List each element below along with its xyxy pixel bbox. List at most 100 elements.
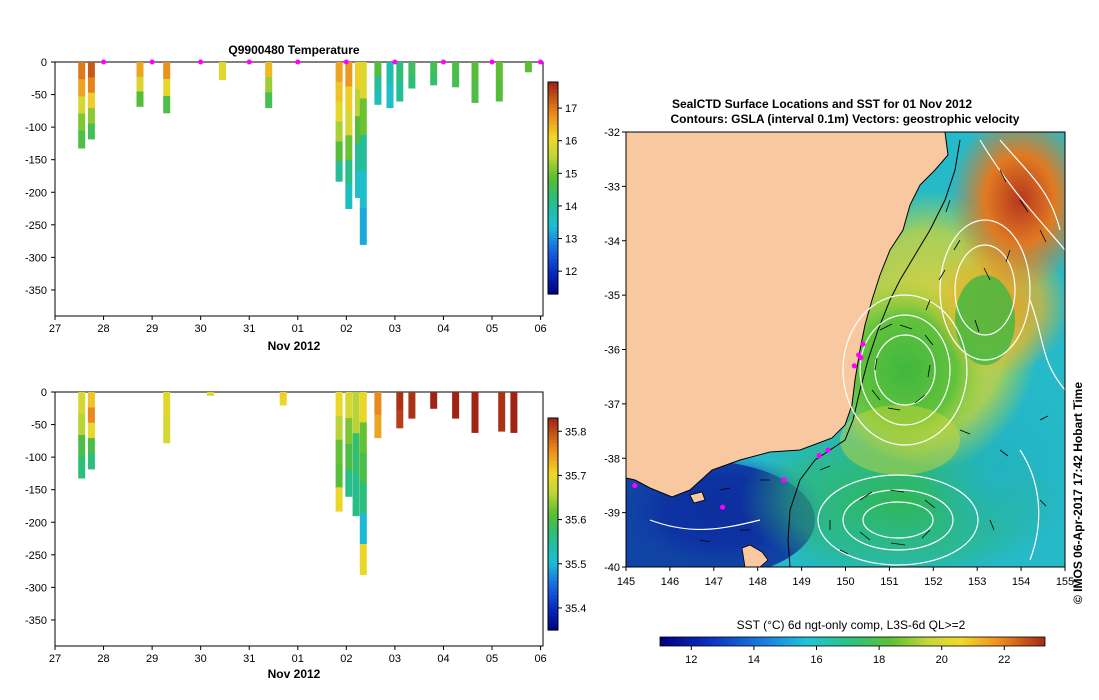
- colorbar-step: [548, 615, 558, 620]
- colorbar-step: [548, 255, 558, 260]
- profile-segment: [335, 463, 343, 488]
- profile-segment: [163, 392, 171, 418]
- profile-segment: [87, 92, 95, 109]
- profile-segment: [78, 62, 86, 80]
- profile-segment: [136, 76, 144, 93]
- profile-segment: [335, 439, 343, 464]
- geostrophic-vectors: [699, 169, 1049, 555]
- colorbar-step: [548, 531, 558, 536]
- profile-10: [396, 392, 404, 429]
- x-tick-label: 01: [292, 653, 304, 665]
- colorbar-step: [548, 283, 558, 288]
- profile-segment: [279, 392, 287, 399]
- x-tick-label: 29: [146, 323, 158, 335]
- colorbar-step: [548, 456, 558, 461]
- colorbar-tick-label: 12: [565, 266, 577, 278]
- y-tick-label: -350: [25, 285, 47, 297]
- sst-colorbar-tick-label: 22: [998, 654, 1010, 666]
- profile-7: [352, 392, 360, 517]
- profile-marker: [538, 59, 544, 65]
- profile-15: [452, 62, 460, 88]
- profile-segment: [136, 91, 144, 107]
- profile-segment: [374, 76, 382, 91]
- colorbar-step: [548, 467, 558, 472]
- profile-segment: [78, 113, 86, 132]
- colorbar-tick-label: 35.6: [565, 515, 586, 527]
- map-y-tick-label: -39: [604, 508, 620, 520]
- temperature-xlabel: Nov 2012: [268, 339, 321, 353]
- colorbar-step: [548, 85, 558, 90]
- profile-marker: [392, 59, 398, 65]
- colorbar-step: [548, 262, 558, 267]
- x-tick-label: 04: [437, 653, 449, 665]
- temperature-profile-markers: [101, 59, 544, 65]
- colorbar-step: [548, 180, 558, 185]
- y-tick-label: -50: [31, 90, 47, 102]
- profile-segment: [78, 79, 86, 97]
- profile-segment: [78, 130, 86, 149]
- profile-segment: [163, 417, 171, 444]
- profile-6: [335, 62, 343, 182]
- profile-segment: [396, 409, 404, 429]
- colorbar-step: [548, 481, 558, 486]
- y-tick-label: -200: [25, 517, 47, 529]
- profile-segment: [345, 184, 353, 209]
- profile-16: [510, 392, 518, 433]
- colorbar-step: [548, 279, 558, 284]
- profile-segment: [471, 392, 479, 433]
- colorbar-step: [548, 439, 558, 444]
- seal-location-dot: [781, 477, 787, 483]
- x-tick-label: 30: [195, 323, 207, 335]
- profile-segment: [78, 413, 86, 436]
- profile-5: [265, 62, 273, 109]
- colorbar-step: [548, 156, 558, 161]
- colorbar-tick-label: 35.5: [565, 559, 586, 571]
- colorbar-tick-label: 14: [565, 201, 577, 213]
- colorbar-step: [548, 541, 558, 546]
- imos-side-label: © IMOS 06-Apr-2017 17:42 Hobart Time: [1071, 382, 1085, 604]
- y-tick-label: -150: [25, 485, 47, 497]
- profile-marker: [101, 59, 107, 65]
- colorbar-step: [548, 166, 558, 171]
- colorbar-step: [548, 584, 558, 589]
- temperature-panel: Q9900480 Temperature 0 -50 -100 -150 -200 -25…: [25, 43, 577, 353]
- colorbar-step: [548, 601, 558, 606]
- profile-segment: [78, 435, 86, 457]
- profile-segment: [408, 62, 416, 76]
- colorbar-step: [548, 432, 558, 437]
- profile-segment: [359, 134, 367, 172]
- colorbar-step: [548, 428, 558, 433]
- profile-segment: [374, 90, 382, 105]
- colorbar-step: [548, 244, 558, 249]
- x-tick-label: 02: [340, 323, 352, 335]
- colorbar-step: [548, 622, 558, 627]
- small-island: [689, 491, 706, 504]
- profile-8: [359, 392, 367, 575]
- profile-segment: [345, 62, 353, 87]
- island: [741, 544, 769, 567]
- colorbar-step: [548, 202, 558, 207]
- colorbar-step: [548, 159, 558, 164]
- profile-segment: [430, 62, 438, 74]
- colorbar-step: [548, 545, 558, 550]
- colorbar-step: [548, 573, 558, 578]
- colorbar-step: [548, 163, 558, 168]
- colorbar-step: [548, 188, 558, 193]
- profile-segment: [345, 470, 353, 497]
- colorbar-step: [548, 516, 558, 521]
- colorbar-step: [548, 135, 558, 140]
- profile-segment: [87, 392, 95, 408]
- profile-14: [471, 392, 479, 433]
- colorbar-step: [548, 212, 558, 217]
- profile-segment: [408, 392, 416, 419]
- salinity-panel: 0 -50 -100 -150 -200 -250 -300 -350 27 28 29 30 31 0…: [25, 387, 586, 681]
- x-tick-label: 01: [292, 323, 304, 335]
- profile-segment: [335, 141, 343, 162]
- colorbar-step: [548, 120, 558, 125]
- colorbar-step: [548, 205, 558, 210]
- colorbar-step: [548, 290, 558, 295]
- colorbar-step: [548, 191, 558, 196]
- x-tick-label: 27: [49, 653, 61, 665]
- colorbar-step: [548, 559, 558, 564]
- colorbar-step: [548, 453, 558, 458]
